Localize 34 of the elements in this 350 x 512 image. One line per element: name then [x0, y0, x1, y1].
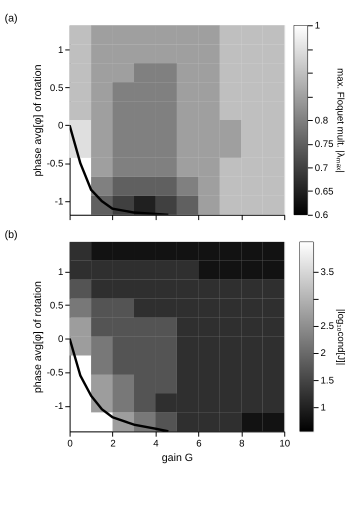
- color-bar-label: 0.65: [314, 186, 334, 198]
- color-bar-label: 0.8: [314, 115, 328, 126]
- x-tick-label: 0: [67, 438, 73, 450]
- y-tick-label: -1: [54, 401, 64, 412]
- color-bar-label: 0.6: [314, 210, 328, 222]
- y-tick-label: -0.5: [46, 158, 64, 170]
- color-bar-label: 3.5: [320, 267, 334, 278]
- x-tick-label: 6: [196, 438, 202, 450]
- chart-title: (b): [4, 228, 18, 241]
- y-tick-label: 1: [58, 44, 64, 56]
- color-bar-label: 0.7: [314, 162, 328, 174]
- y-tick-label: -0.5: [46, 368, 64, 379]
- color-bar-label: 2.5: [320, 321, 334, 332]
- y-tick-label: 0: [58, 120, 64, 132]
- x-tick-label: 10: [279, 438, 290, 450]
- y-tick-label: 0.5: [50, 300, 64, 312]
- x-axis-title: gain G: [162, 452, 194, 464]
- color-bar-title: |log₁₀cond[J]|: [334, 308, 346, 366]
- y-axis-title: phase avg[φ] of rotation: [32, 64, 44, 177]
- chart-title: (a): [4, 12, 18, 24]
- color-bar-label: 1.5: [320, 375, 334, 386]
- y-tick-label: 0.5: [50, 82, 64, 94]
- x-tick-label: 8: [239, 438, 244, 450]
- y-axis-title: phase avg[φ] of rotation: [32, 280, 44, 394]
- color-bar-label: 1: [314, 20, 320, 32]
- x-tick-label: 2: [110, 438, 116, 450]
- color-bar-title: max. Floquet mult. |λₘₐₓ|: [334, 68, 346, 173]
- color-bar-label: 0.75: [314, 139, 334, 150]
- color-bar-label: 2: [320, 348, 326, 360]
- y-tick-label: 0: [58, 334, 64, 345]
- color-bar-label: 1: [320, 402, 326, 414]
- x-tick-label: 4: [153, 438, 160, 450]
- y-tick-label: 1: [58, 266, 64, 278]
- y-tick-label: -1: [54, 196, 64, 208]
